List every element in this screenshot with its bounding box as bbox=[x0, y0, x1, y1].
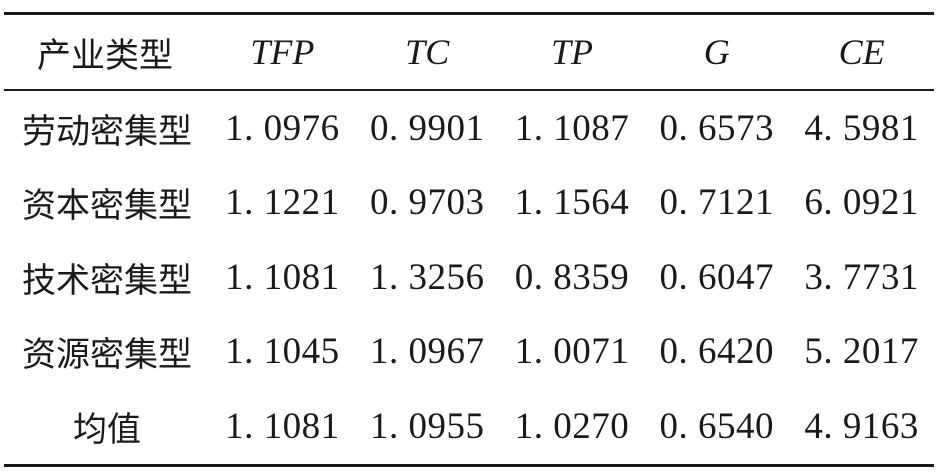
table-row: 资本密集型 1. 1221 0. 9703 1. 1564 0. 7121 6.… bbox=[4, 166, 934, 241]
cell-ce: 4. 9163 bbox=[804, 405, 919, 447]
cell-tc: 1. 0967 bbox=[369, 331, 485, 373]
cell-g: 0. 6573 bbox=[659, 107, 775, 149]
cell-ce: 4. 5981 bbox=[804, 107, 919, 149]
header-industry-type: 产业类型 bbox=[37, 35, 173, 76]
row-label: 资源密集型 bbox=[22, 335, 192, 376]
cell-tfp: 1. 1081 bbox=[225, 256, 340, 298]
cell-tc: 1. 0955 bbox=[369, 405, 485, 447]
row-label: 劳动密集型 bbox=[22, 111, 192, 152]
table-row: 技术密集型 1. 1081 1. 3256 0. 8359 0. 6047 3.… bbox=[4, 240, 934, 315]
cell-tp: 1. 0071 bbox=[514, 331, 630, 373]
cell-tfp: 1. 1045 bbox=[225, 331, 340, 373]
row-label: 资本密集型 bbox=[22, 186, 192, 227]
data-table-container: 产业类型 TFP TC TP G CE 劳动密集型 1. 0976 0. 990… bbox=[4, 12, 934, 467]
cell-tfp: 1. 1081 bbox=[225, 405, 340, 447]
cell-tc: 0. 9901 bbox=[369, 107, 485, 149]
cell-tp: 1. 1564 bbox=[514, 182, 630, 224]
row-label: 技术密集型 bbox=[22, 260, 192, 301]
cell-ce: 6. 0921 bbox=[804, 182, 919, 224]
cell-tc: 0. 9703 bbox=[369, 182, 485, 224]
cell-tc: 1. 3256 bbox=[369, 256, 485, 298]
cell-ce: 3. 7731 bbox=[804, 256, 919, 298]
cell-ce: 5. 2017 bbox=[804, 331, 919, 373]
table-header-row: 产业类型 TFP TC TP G CE bbox=[4, 13, 934, 90]
header-ce: CE bbox=[838, 32, 885, 72]
cell-tp: 1. 0270 bbox=[514, 405, 630, 447]
table-row: 劳动密集型 1. 0976 0. 9901 1. 1087 0. 6573 4.… bbox=[4, 90, 934, 166]
header-tfp: TFP bbox=[250, 32, 315, 72]
header-g: G bbox=[703, 32, 730, 72]
cell-g: 0. 7121 bbox=[659, 182, 775, 224]
cell-tp: 1. 1087 bbox=[514, 107, 630, 149]
header-tp: TP bbox=[550, 32, 593, 72]
table-row: 资源密集型 1. 1045 1. 0967 1. 0071 0. 6420 5.… bbox=[4, 315, 934, 390]
row-label: 均值 bbox=[73, 409, 141, 450]
cell-g: 0. 6540 bbox=[659, 405, 775, 447]
efficiency-table: 产业类型 TFP TC TP G CE 劳动密集型 1. 0976 0. 990… bbox=[4, 12, 934, 467]
table-row-mean: 均值 1. 1081 1. 0955 1. 0270 0. 6540 4. 91… bbox=[4, 389, 934, 465]
cell-g: 0. 6047 bbox=[659, 256, 775, 298]
cell-tfp: 1. 0976 bbox=[225, 107, 340, 149]
cell-tfp: 1. 1221 bbox=[225, 182, 340, 224]
cell-tp: 0. 8359 bbox=[514, 256, 630, 298]
header-tc: TC bbox=[405, 32, 450, 72]
cell-g: 0. 6420 bbox=[659, 331, 775, 373]
